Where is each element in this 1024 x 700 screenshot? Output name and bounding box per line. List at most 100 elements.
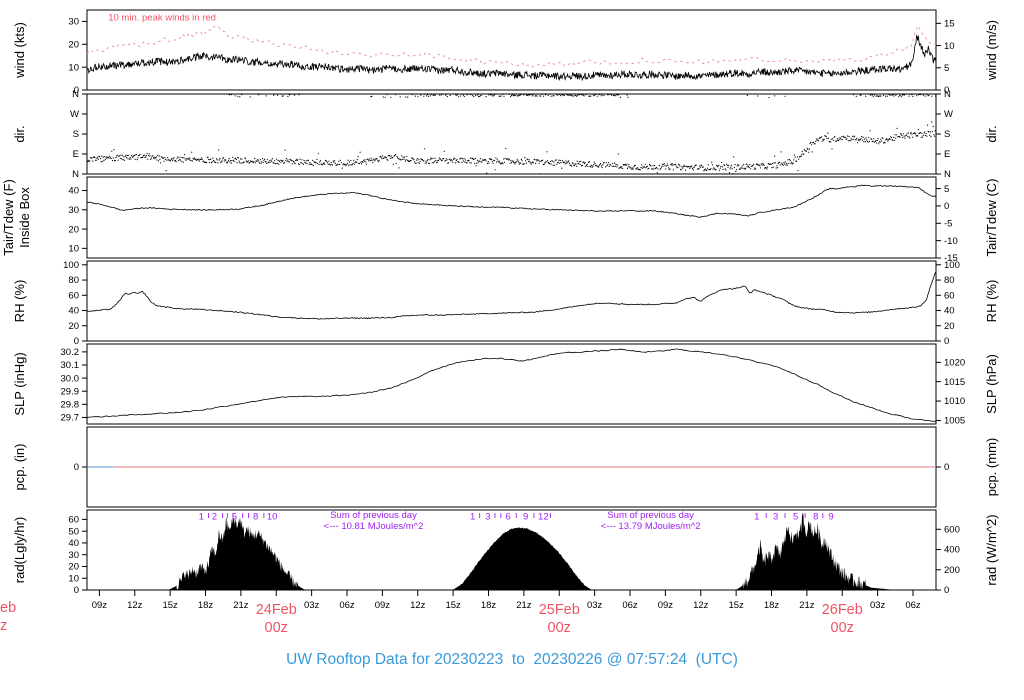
y-tick-label: N [944, 169, 951, 180]
series-dir-scatter [86, 121, 936, 175]
rad-mjoule-mark: 5 [232, 512, 237, 523]
annotation: Sum of previous day [607, 510, 694, 521]
x-tick-label: 15z [162, 600, 178, 611]
y-tick-label: 0 [944, 462, 949, 473]
rad-mjoule-mark: 3 [485, 512, 490, 523]
axis-label-left-wind: wind (kts) [12, 22, 27, 79]
rad-mjoule-mark: 5 [793, 512, 798, 523]
rad-mjoule-mark: 2 [212, 512, 217, 523]
y-tick-label: 20 [944, 321, 955, 332]
x-tick-label: 12z [127, 600, 143, 611]
y-tick-label: 40 [68, 186, 79, 197]
axis-label-right-rh: RH (%) [984, 280, 999, 323]
x-tick-label: 12z [410, 600, 426, 611]
x-tick-label: 21z [799, 600, 815, 611]
x-tick-label: 03z [587, 600, 603, 611]
y-tick-label: 80 [944, 275, 955, 286]
y-tick-label: 30 [68, 550, 79, 561]
y-tick-label: S [944, 129, 950, 140]
x-tick-label: 21z [516, 600, 532, 611]
y-tick-label: 50 [68, 526, 79, 537]
x-tick-label: 06z [622, 600, 638, 611]
y-tick-label: 1010 [944, 396, 965, 407]
y-tick-label: 29.9 [61, 386, 80, 397]
series-rad-day3 [735, 512, 901, 590]
axis-label-left-slp: SLP (inHg) [12, 352, 27, 415]
axis-label-left-rh: RH (%) [12, 280, 27, 323]
y-tick-label: 200 [944, 565, 960, 576]
y-tick-label: 30.1 [61, 360, 80, 371]
x-tick-label: 09z [658, 600, 674, 611]
y-tick-label: N [72, 89, 79, 100]
x-date-label: 24Feb [256, 602, 297, 618]
annotation: 10 min. peak winds in red [108, 12, 216, 23]
x-date-label-hour: 00z [548, 620, 571, 636]
axis-label-left-pcp: pcp. (in) [12, 444, 27, 491]
panel-dir-box [86, 93, 937, 175]
rad-mjoule-mark: 3 [773, 512, 778, 523]
series-wind-mean [86, 34, 937, 82]
axis-label-right-temp: Tair/Tdew (C) [984, 178, 999, 256]
rad-mjoule-mark: 6 [505, 512, 510, 523]
axis-label-right-slp: SLP (hPa) [984, 354, 999, 414]
y-tick-label: N [72, 169, 79, 180]
series-rh [86, 271, 937, 320]
y-tick-label: 100 [63, 260, 79, 271]
y-tick-label: 5 [944, 63, 949, 74]
x-date-label-partial: eb [0, 600, 16, 616]
rad-mjoule-mark: 9 [523, 512, 528, 523]
annotation: <--- 13.79 MJoules/m^2 [601, 521, 701, 532]
y-tick-label: N [944, 89, 951, 100]
y-tick-label: -15 [944, 253, 958, 264]
x-tick-label: 03z [304, 600, 320, 611]
axis-label-right-wind: wind (m/s) [984, 20, 999, 81]
rad-mjoule-mark: 12 [538, 512, 549, 523]
y-tick-label: 40 [68, 306, 79, 317]
axis-label-left-dir: dir. [12, 125, 27, 142]
x-date-label-hour: 00z [265, 620, 288, 636]
rad-mjoule-mark: 8 [813, 512, 818, 523]
x-tick-label: 09z [375, 600, 391, 611]
panel-wind: 0 10 20 30 0 5 10 15 wind (kts) wind (m/s) 10 min.… [12, 9, 999, 96]
x-tick-label: 21z [233, 600, 249, 611]
y-tick-label: 20 [68, 224, 79, 235]
x-tick-label: 09z [92, 600, 108, 611]
y-tick-label: 0 [944, 585, 949, 596]
y-tick-label: 20 [68, 562, 79, 573]
x-tick-label: 03z [870, 600, 886, 611]
x-tick-label: 06z [905, 600, 921, 611]
y-tick-label: 5 [944, 184, 949, 195]
rad-mjoule-mark: 1 [754, 512, 759, 523]
y-tick-label: 30.0 [61, 373, 80, 384]
y-tick-label: 0 [74, 462, 79, 473]
x-tick-label: 18z [198, 600, 214, 611]
y-tick-label: 30 [68, 17, 79, 28]
axis-label-right-dir: dir. [984, 125, 999, 142]
panel-slp: 29.7 29.8 29.9 30.0 30.1 30.2 1005 1010 1015 1020… [12, 343, 999, 427]
x-tick-label: 15z [445, 600, 461, 611]
y-tick-label: 100 [944, 260, 960, 271]
y-tick-label: 30.2 [61, 347, 80, 358]
y-tick-label: 29.8 [61, 400, 80, 411]
y-tick-label: 10 [68, 244, 79, 255]
rad-mjoule-mark: 10 [267, 512, 278, 523]
y-tick-label: 1020 [944, 358, 965, 369]
x-date-label: 26Feb [822, 602, 863, 618]
y-tick-label: 0 [944, 201, 949, 212]
x-tick-label: 18z [764, 600, 780, 611]
y-tick-label: 60 [68, 515, 79, 526]
axis-label-left-temp: Inside Box [17, 187, 32, 248]
series-rad-day1 [168, 514, 306, 590]
annotation: <--- 10.81 MJoules/m^2 [324, 521, 424, 532]
x-tick-label: 06z [339, 600, 355, 611]
rad-mjoule-mark: 1 [199, 512, 204, 523]
series-wind-peak-10min [86, 24, 937, 68]
series-dir-north-band [228, 93, 937, 99]
y-tick-label: 60 [944, 290, 955, 301]
panel-wind-box [86, 9, 937, 91]
annotation: Sum of previous day [330, 510, 417, 521]
y-tick-label: 10 [944, 41, 955, 52]
